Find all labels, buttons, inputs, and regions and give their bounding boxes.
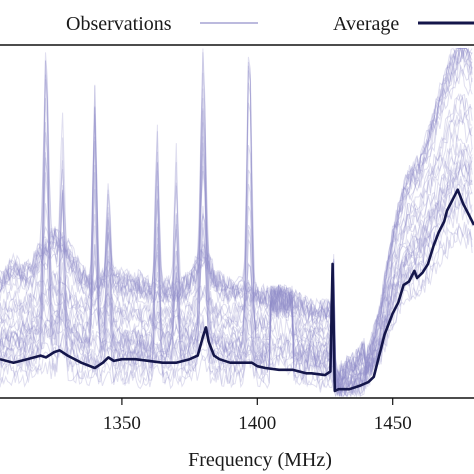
series-line-observation: [0, 62, 473, 396]
series-line-observation: [0, 111, 473, 391]
legend-label-average: Average: [333, 13, 399, 35]
legend-label-observations: Observations: [66, 13, 172, 35]
series-line-observation: [0, 48, 473, 382]
x-tick-label: 1400: [238, 413, 276, 434]
legend: Observations Average: [66, 13, 474, 35]
series-line-observation: [0, 109, 473, 392]
series-line-observation: [0, 48, 473, 386]
series-line-observation: [0, 48, 473, 379]
series-line-observation: [0, 58, 473, 377]
series-line-observation: [0, 47, 473, 383]
series-line-observation: [0, 178, 473, 398]
series-line-observation: [0, 98, 473, 387]
series-line-observation: [0, 52, 473, 394]
series-line-observation: [0, 60, 473, 399]
series-line-observation: [0, 47, 473, 387]
series-line-observation: [0, 136, 473, 398]
series-line-observation: [0, 64, 473, 386]
series-line-observation: [0, 65, 473, 395]
series-line-observation: [0, 85, 473, 397]
series-line-observation: [0, 93, 473, 391]
x-tick-label: 1450: [374, 413, 412, 434]
series-line-observation: [0, 107, 473, 394]
series-line-observation: [0, 48, 473, 384]
series-line-observation: [0, 70, 473, 394]
series-line-observation: [0, 47, 473, 384]
observation-lines: [0, 47, 473, 399]
series-line-observation: [0, 122, 473, 397]
series-line-observation: [0, 82, 473, 395]
series-line-observation: [0, 164, 473, 397]
series-line-observation: [0, 68, 473, 386]
series-line-observation: [0, 60, 473, 394]
series-line-observation: [0, 142, 473, 390]
x-axis-ticks: 1350 1400 1450: [103, 398, 412, 434]
series-line-observation: [0, 47, 473, 384]
series-line-observation: [0, 48, 473, 380]
series-line-observation: [0, 48, 473, 386]
series-line-observation: [0, 48, 473, 393]
x-tick-label: 1350: [103, 413, 141, 434]
series-line-average: [0, 188, 474, 393]
plot-area: [0, 47, 474, 399]
series-line-observation: [0, 84, 473, 385]
series-line-observation: [0, 79, 473, 396]
series-line-observation: [0, 96, 473, 386]
series-line-observation: [0, 48, 473, 381]
x-axis-title: Frequency (MHz): [188, 449, 332, 471]
series-line-observation: [0, 122, 473, 399]
